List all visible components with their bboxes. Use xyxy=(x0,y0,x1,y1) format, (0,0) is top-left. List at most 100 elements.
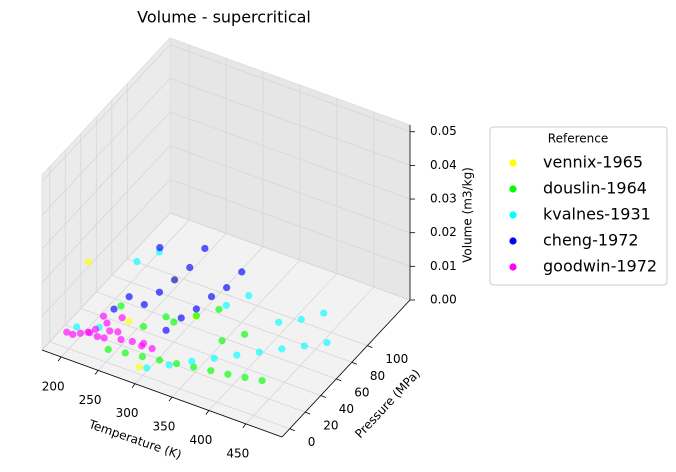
data-point xyxy=(63,328,71,336)
grid-line xyxy=(169,145,411,234)
y-tick xyxy=(336,378,342,382)
data-point xyxy=(258,377,266,385)
data-point xyxy=(91,325,100,333)
y-tick-label: 0 xyxy=(308,435,316,449)
data-point xyxy=(140,300,148,309)
grid-line xyxy=(111,274,352,363)
data-point xyxy=(155,288,164,296)
chart-title: Volume - supercritical xyxy=(137,8,311,27)
data-point xyxy=(300,342,308,350)
data-point xyxy=(110,305,118,313)
data-point xyxy=(222,301,230,309)
data-point xyxy=(224,370,232,378)
grid-line xyxy=(80,308,321,396)
legend-marker xyxy=(509,159,517,167)
legend-label: kvalnes-1931 xyxy=(543,205,651,224)
grid-line xyxy=(208,273,338,411)
legend-marker xyxy=(509,263,517,271)
x-axis-line xyxy=(41,349,283,438)
data-point xyxy=(133,257,141,266)
data-point xyxy=(255,348,263,356)
data-point xyxy=(170,276,179,284)
z-tick-label: 0.04 xyxy=(430,158,457,172)
grid-line xyxy=(245,286,375,425)
data-point xyxy=(139,322,148,331)
data-point xyxy=(241,373,249,382)
data-point xyxy=(245,292,253,300)
data-point xyxy=(128,337,136,346)
legend-label: goodwin-1972 xyxy=(543,257,657,276)
data-point xyxy=(170,318,178,326)
data-point xyxy=(93,332,101,341)
legend-frame xyxy=(489,126,668,286)
x-tick-label: 450 xyxy=(226,446,249,460)
z-axis-label: Volume (m3/kg) xyxy=(461,167,475,263)
x-tick xyxy=(168,396,173,402)
data-point xyxy=(125,317,133,325)
legend-marker xyxy=(509,211,517,219)
grid-line xyxy=(171,259,301,398)
legend: Reference vennix-1965 douslin-1964 kvalnes… xyxy=(489,126,668,286)
z-tick-label: 0.02 xyxy=(430,225,457,239)
data-point xyxy=(100,334,108,342)
grid-line xyxy=(41,44,171,183)
x-tick xyxy=(131,383,136,388)
y-tick-label: 80 xyxy=(370,369,385,383)
data-point xyxy=(165,361,173,369)
y-tick xyxy=(367,345,373,349)
data-point xyxy=(84,258,93,266)
y-tick xyxy=(351,361,357,365)
y-tick-label: 100 xyxy=(385,352,408,366)
data-point xyxy=(172,359,181,368)
data-point xyxy=(192,312,200,320)
grid-line xyxy=(96,291,337,380)
data-point xyxy=(135,363,143,371)
data-point xyxy=(275,318,283,326)
data-point xyxy=(162,313,170,321)
y-tick-label: 20 xyxy=(323,419,338,433)
grid-line xyxy=(169,212,411,301)
grid-line xyxy=(41,78,171,216)
x-tick-label: 350 xyxy=(153,420,176,434)
grid-line xyxy=(169,111,411,200)
data-point xyxy=(117,335,125,344)
grid-line xyxy=(97,233,227,371)
x-tick xyxy=(57,356,62,362)
z-tick-label: 0.01 xyxy=(430,259,457,273)
grid-line xyxy=(169,44,411,133)
data-point xyxy=(125,293,133,301)
x-tick-label: 300 xyxy=(116,406,139,420)
z-tick-label: 0.03 xyxy=(430,192,457,206)
data-point xyxy=(320,309,328,317)
data-point xyxy=(114,328,122,336)
grid-line xyxy=(169,178,411,267)
data-point xyxy=(186,263,194,272)
data-point xyxy=(218,337,226,345)
x-tick xyxy=(242,423,247,429)
grid-line xyxy=(41,111,171,250)
y-axis-line xyxy=(281,299,411,438)
data-point xyxy=(207,293,216,301)
z-tick-label: 0.00 xyxy=(430,293,457,307)
x-tick xyxy=(205,410,210,415)
grid-line xyxy=(127,258,368,347)
legend-label: vennix-1965 xyxy=(543,153,643,172)
legend-title: Reference xyxy=(548,132,608,146)
data-point xyxy=(121,349,129,357)
data-point xyxy=(155,356,164,364)
grid-line xyxy=(41,212,171,351)
x-tick-label: 400 xyxy=(189,433,212,447)
y-tick xyxy=(305,411,311,415)
data-point xyxy=(238,268,246,276)
data-point xyxy=(201,244,209,253)
legend-label: cheng-1972 xyxy=(543,231,639,250)
data-point xyxy=(190,363,198,371)
data-point xyxy=(106,327,114,335)
data-point xyxy=(278,345,286,353)
data-point xyxy=(323,339,331,347)
data-point xyxy=(192,305,200,313)
data-point xyxy=(210,354,218,362)
data-point xyxy=(99,312,108,320)
data-point xyxy=(76,329,85,337)
